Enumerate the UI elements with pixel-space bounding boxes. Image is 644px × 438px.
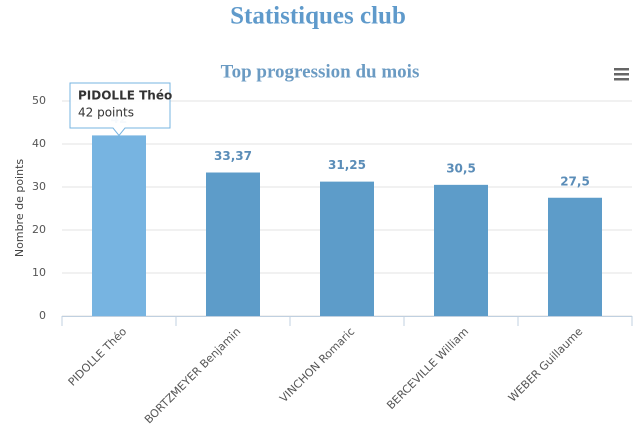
y-tick-label: 20: [32, 223, 46, 236]
menu-line: [614, 78, 629, 81]
y-tick-label: 40: [32, 137, 46, 150]
y-tick-label: 0: [39, 309, 46, 322]
page-title: Statistiques club: [230, 3, 406, 30]
bar: [434, 184, 488, 316]
x-tick-label: BORTZMEYER Benjamin: [142, 325, 243, 426]
menu-line: [614, 73, 629, 76]
y-tick-label: 50: [32, 94, 46, 107]
value-label: 33,37: [214, 149, 252, 163]
x-tick-label: BERCEVILLE William: [384, 325, 471, 412]
x-tick-label: VINCHON Romaric: [277, 325, 357, 405]
y-axis-title: Nombre de points: [13, 159, 26, 258]
bar: [92, 135, 146, 316]
value-label: 31,25: [328, 158, 366, 172]
chart-title: Top progression du mois: [221, 61, 420, 82]
value-label: 27,5: [560, 174, 590, 188]
menu-button[interactable]: [614, 68, 629, 81]
tooltip-text: 42 points: [78, 106, 134, 120]
bar: [320, 181, 374, 316]
y-tick-label: 30: [32, 180, 46, 193]
y-tick-label: 10: [32, 266, 46, 279]
tooltip: PIDOLLE Théo 42 points: [69, 82, 172, 137]
bar: [548, 197, 602, 316]
bar: [206, 172, 260, 316]
menu-line: [614, 68, 629, 71]
x-tick-label: WEBER Guillaume: [506, 325, 586, 405]
tooltip-title: PIDOLLE Théo: [78, 89, 172, 103]
value-label: 30,5: [446, 161, 476, 175]
tooltip-box: [69, 82, 171, 137]
x-tick-label: PIDOLLE Théo: [66, 325, 130, 389]
